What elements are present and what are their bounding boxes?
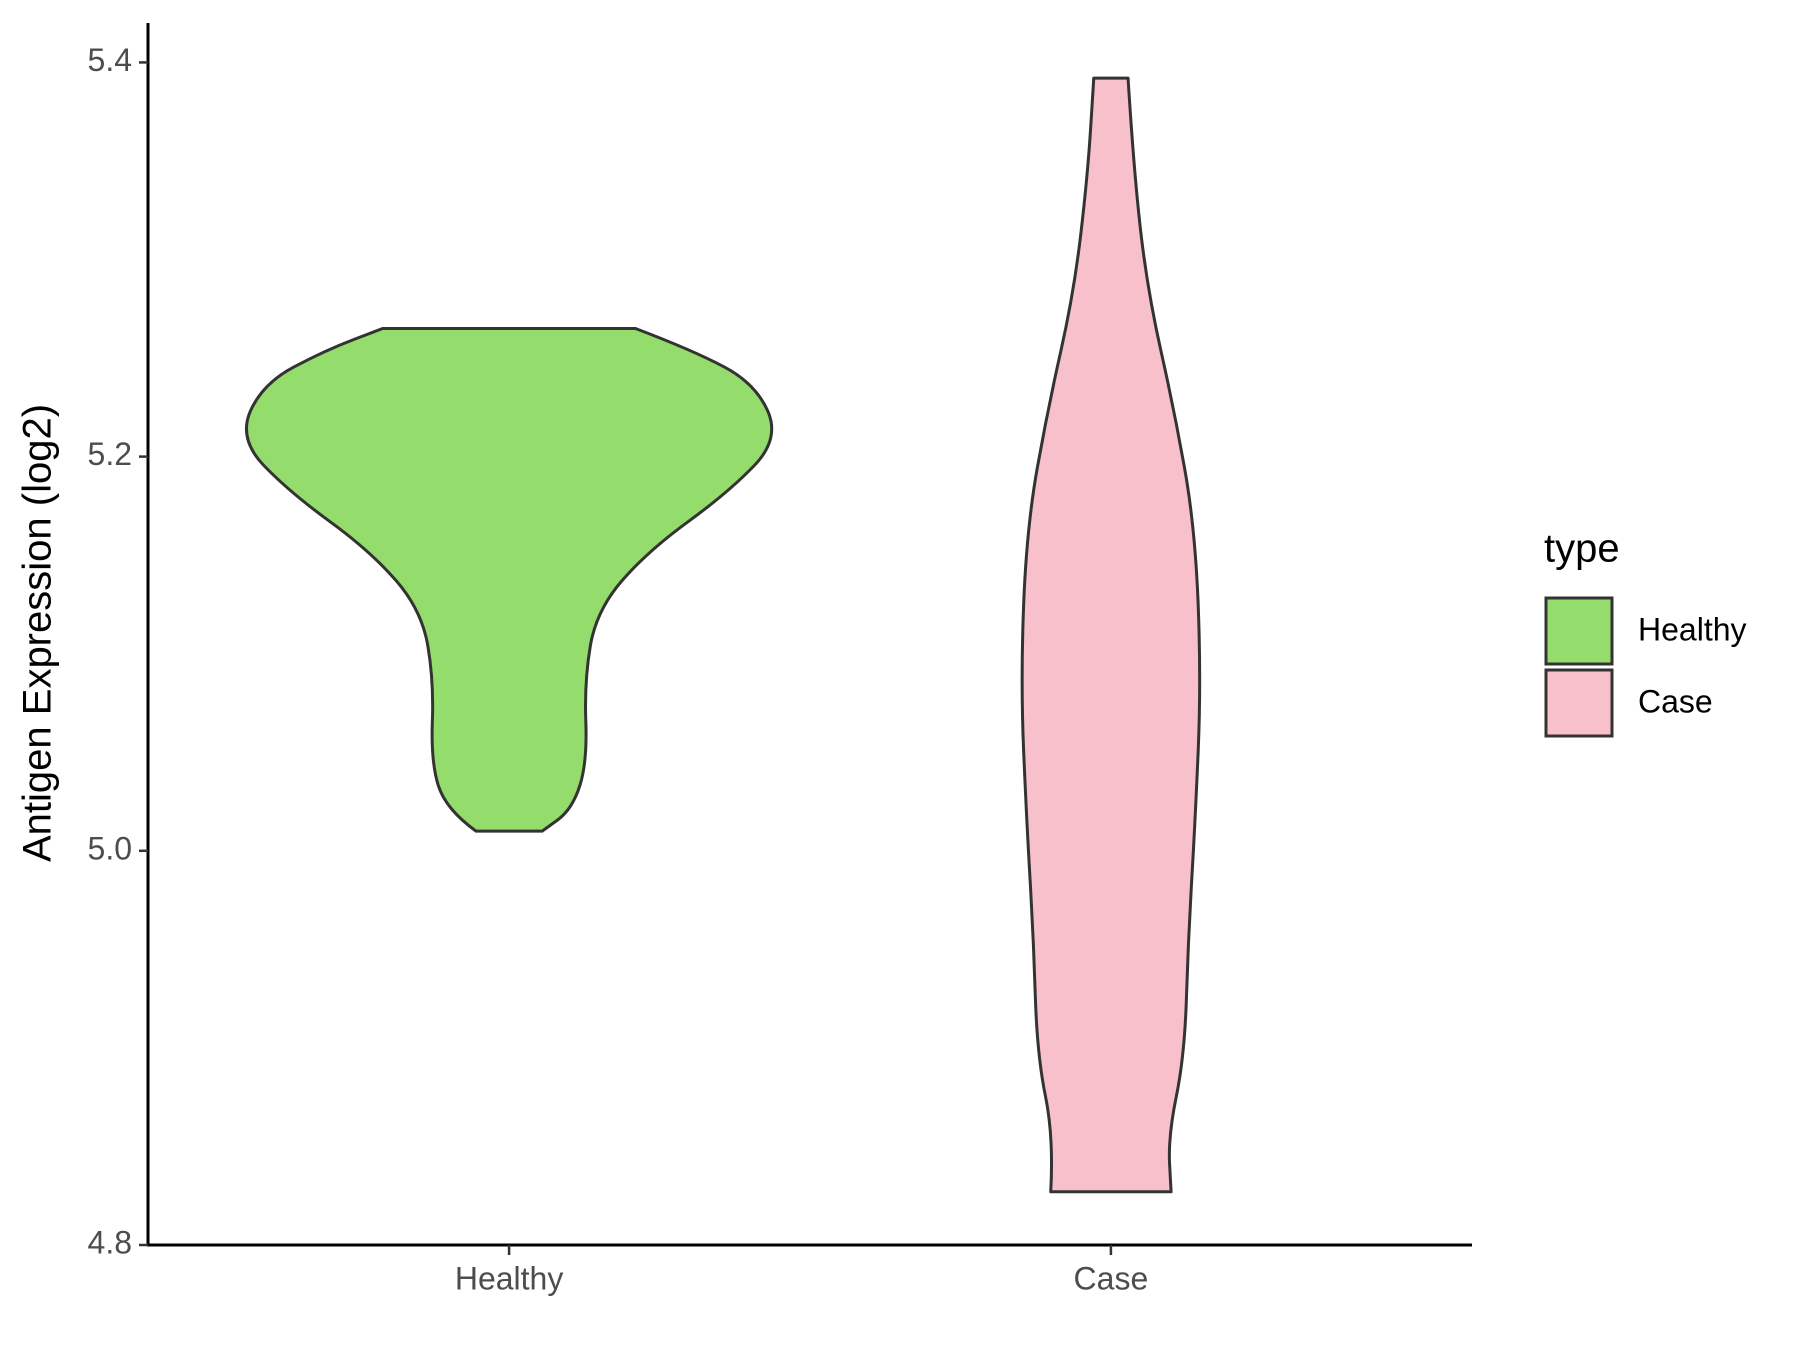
y-tick-label: 5.4	[88, 42, 132, 78]
legend-label: Case	[1638, 683, 1713, 719]
violin	[245, 327, 774, 833]
x-tick-label: Healthy	[455, 1260, 564, 1296]
y-tick-label: 5.2	[88, 436, 132, 472]
y-axis-title: Antigen Expression (log2)	[16, 404, 60, 862]
legend-key	[1544, 668, 1614, 738]
x-tick-label: Case	[1074, 1260, 1149, 1296]
violin	[1020, 76, 1202, 1194]
legend-title: type	[1544, 527, 1620, 571]
legend-label: Healthy	[1638, 611, 1747, 647]
y-tick-label: 4.8	[88, 1224, 132, 1260]
legend-key	[1544, 596, 1614, 666]
y-tick-label: 5.0	[88, 830, 132, 866]
